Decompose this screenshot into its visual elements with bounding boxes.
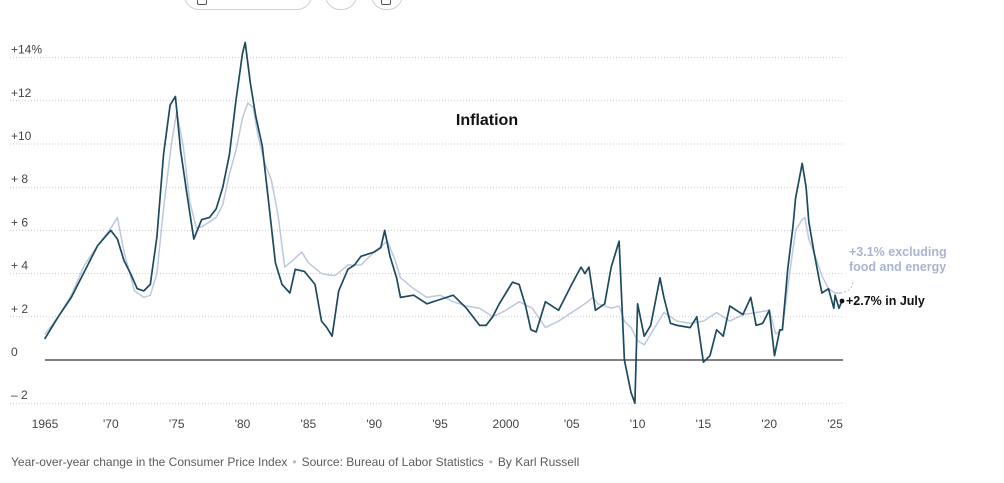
bookmark-icon [381, 0, 391, 5]
footer-separator: • [292, 455, 297, 469]
x-tick-label: 1965 [32, 417, 59, 431]
x-tick-label: '95 [432, 417, 448, 431]
x-tick-label: '90 [366, 417, 382, 431]
x-tick-label: '10 [630, 417, 646, 431]
footer-description: Year-over-year change in the Consumer Pr… [11, 455, 288, 469]
x-tick-label: '25 [827, 417, 843, 431]
headline-cpi-line [44, 41, 843, 405]
y-tick-label: 0 [11, 345, 18, 359]
headline-endpoint-dot [839, 298, 845, 304]
x-tick-label: 2000 [493, 417, 520, 431]
footer-source: Source: Bureau of Labor Statistics [301, 455, 484, 469]
x-tick-label: '20 [761, 417, 777, 431]
core-annotation-leader [843, 279, 854, 293]
series-lines [44, 41, 843, 405]
y-tick-label: + 2 [11, 302, 28, 316]
x-tick-label: '15 [696, 417, 712, 431]
core-annotation-line2: food and energy [849, 260, 946, 274]
y-tick-label: + 6 [11, 215, 28, 229]
y-tick-label: +14% [11, 43, 42, 57]
chart-title: Inflation [456, 112, 518, 129]
x-tick-label: '70 [103, 417, 119, 431]
inflation-chart: +14% +12 +10 + 8 + 6 + 4 + 2 0 – 2 1965 '70 '75 '80… [10, 41, 947, 431]
y-tick-label: + 8 [11, 172, 28, 186]
x-tick-label: '80 [235, 417, 251, 431]
chart-footer: Year-over-year change in the Consumer Pr… [11, 455, 579, 469]
core-annotation-line1: +3.1% excluding [849, 245, 947, 259]
share-icon [197, 0, 207, 5]
y-tick-label: + 4 [11, 259, 28, 273]
grid-lines [10, 57, 843, 404]
y-tick-label: – 2 [11, 388, 28, 402]
footer-separator: • [488, 455, 493, 469]
footer-byline: By Karl Russell [497, 455, 580, 469]
x-tick-label: '75 [169, 417, 185, 431]
y-axis-labels: +14% +12 +10 + 8 + 6 + 4 + 2 0 – 2 [11, 43, 42, 403]
y-tick-label: +10 [11, 129, 32, 143]
core-cpi-line [44, 102, 843, 346]
x-axis-labels: 1965 '70 '75 '80 '85 '90 '95 2000 '05 '10 '15 '20 '2… [32, 417, 844, 431]
top-controls [0, 0, 1004, 12]
x-tick-label: '05 [564, 417, 580, 431]
x-tick-label: '85 [301, 417, 317, 431]
headline-annotation: +2.7% in July [846, 294, 925, 308]
y-tick-label: +12 [11, 86, 32, 100]
